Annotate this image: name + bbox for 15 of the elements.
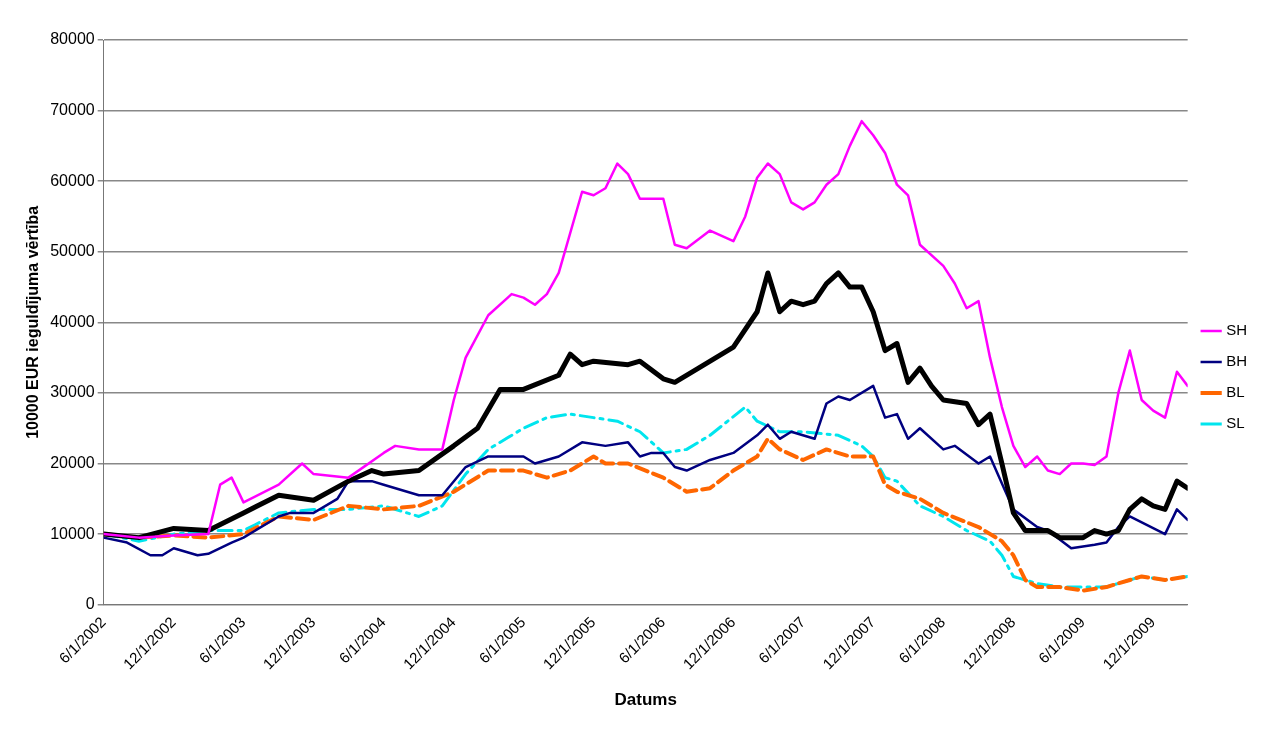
y-tick-label: 60000 <box>50 171 95 189</box>
y-tick-label: 40000 <box>50 312 95 330</box>
legend-label: SL <box>1226 414 1245 432</box>
y-tick-label: 30000 <box>50 383 95 401</box>
legend-label: BH <box>1226 352 1248 370</box>
y-tick-label: 80000 <box>50 30 95 48</box>
y-tick-label: 50000 <box>50 242 95 260</box>
y-axis-title: 10000 EUR ieguldījuma vērtība <box>24 205 42 439</box>
y-tick-label: 20000 <box>50 453 95 471</box>
y-tick-label: 10000 <box>50 524 95 542</box>
legend-label: SH <box>1226 321 1248 339</box>
y-tick-label: 0 <box>85 595 95 613</box>
legend-label: BL <box>1226 383 1245 401</box>
x-axis-title: Datums <box>614 690 677 710</box>
y-tick-label: 70000 <box>50 100 95 118</box>
